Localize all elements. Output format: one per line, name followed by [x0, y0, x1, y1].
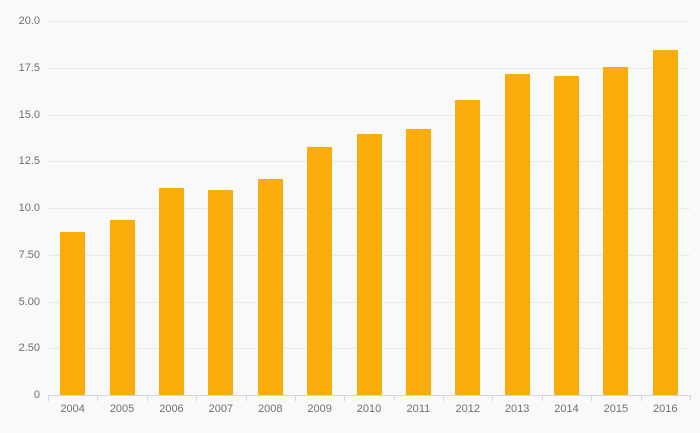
x-axis-label: 2011 — [406, 403, 431, 415]
x-axis-label: 2007 — [208, 403, 234, 415]
x-axis-label: 2014 — [554, 403, 579, 415]
bar-2009[interactable] — [307, 147, 333, 395]
x-axis-tick — [196, 395, 197, 401]
bar-2014[interactable] — [554, 76, 580, 395]
y-axis-label: 12.5 — [18, 155, 40, 168]
y-axis-label: 15.0 — [18, 108, 40, 121]
gridline — [48, 21, 690, 22]
x-axis-tick — [492, 395, 493, 401]
y-axis-label: 5.00 — [18, 295, 40, 308]
bar-2010[interactable] — [356, 134, 382, 395]
x-axis-label: 2016 — [653, 403, 678, 415]
x-axis-tick — [690, 395, 691, 401]
y-axis-label: 2.50 — [18, 342, 40, 355]
bar-2006[interactable] — [158, 188, 184, 395]
x-axis-tick — [246, 395, 247, 401]
x-axis-label: 2012 — [455, 403, 480, 415]
x-axis-label: 2004 — [60, 403, 85, 415]
bar-2005[interactable] — [109, 220, 135, 395]
bar-2015[interactable] — [603, 66, 629, 395]
x-axis-tick — [48, 395, 49, 401]
bar-2013[interactable] — [504, 74, 530, 395]
gridline — [48, 114, 690, 116]
x-axis-tick — [641, 395, 642, 401]
bar-2008[interactable] — [257, 179, 283, 395]
x-axis-tick — [295, 395, 296, 401]
y-axis-label: 0 — [33, 389, 40, 401]
y-axis-label: 10.0 — [18, 202, 40, 214]
x-axis-tick — [344, 395, 345, 401]
x-axis-line — [48, 395, 690, 396]
x-axis-tick — [394, 395, 395, 401]
y-axis-label: 20.0 — [18, 15, 40, 27]
bar-2012[interactable] — [455, 99, 481, 395]
x-axis-label: 2009 — [307, 403, 332, 415]
x-axis-tick — [542, 395, 543, 401]
bar-2011[interactable] — [405, 129, 431, 395]
bar-2007[interactable] — [208, 190, 234, 395]
x-axis-tick — [591, 395, 592, 401]
x-axis-label: 2005 — [109, 403, 135, 415]
x-axis-tick — [97, 395, 98, 401]
plot-area — [48, 21, 691, 401]
x-axis-label: 2013 — [504, 403, 530, 415]
x-axis-tick — [443, 395, 444, 401]
x-axis-tick — [147, 395, 148, 401]
x-axis-label: 2010 — [356, 403, 382, 415]
x-axis-label: 2008 — [257, 403, 283, 415]
x-axis-label: 2006 — [159, 403, 184, 415]
bar-2016[interactable] — [652, 50, 678, 395]
gridline — [48, 67, 690, 69]
y-axis-label: 17.5 — [18, 61, 40, 74]
x-axis-label: 2015 — [603, 403, 629, 415]
y-axis-label: 7.50 — [18, 248, 40, 261]
bar-2004[interactable] — [60, 232, 86, 395]
